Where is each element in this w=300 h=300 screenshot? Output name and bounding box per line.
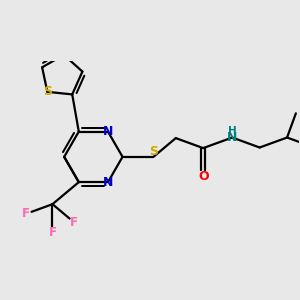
- Text: F: F: [22, 207, 30, 220]
- Text: F: F: [70, 216, 78, 229]
- Text: O: O: [198, 170, 208, 183]
- Text: S: S: [149, 145, 158, 158]
- Text: N: N: [103, 125, 113, 138]
- Text: H: H: [228, 126, 237, 136]
- Text: N: N: [103, 176, 113, 189]
- Text: N: N: [227, 131, 237, 144]
- Text: F: F: [49, 226, 56, 239]
- Text: S: S: [43, 85, 52, 98]
